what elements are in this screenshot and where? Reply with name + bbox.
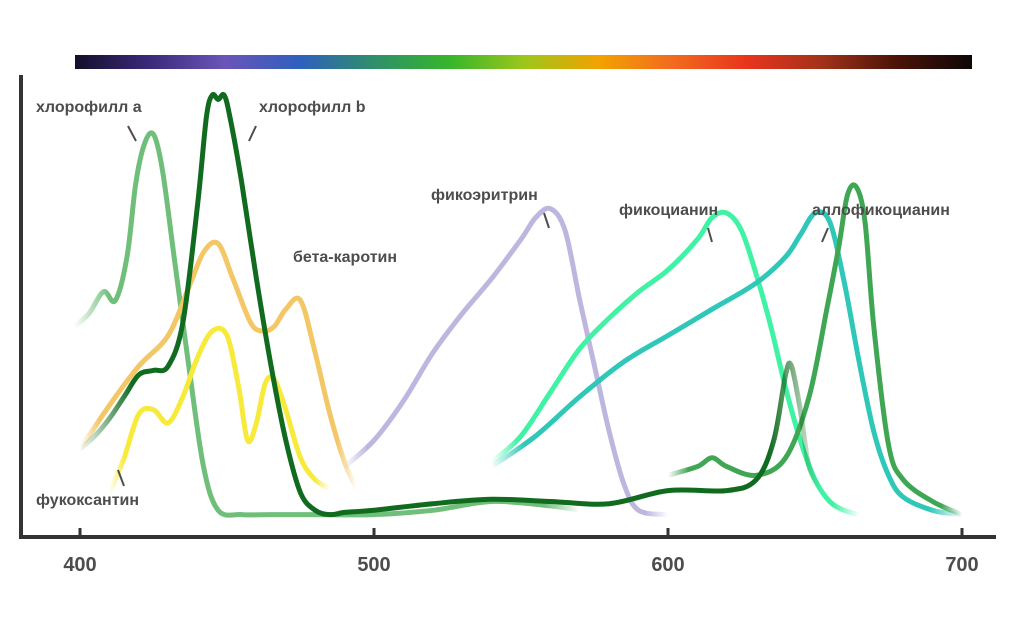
label-leader-line bbox=[821, 227, 829, 243]
series-label: фукоксантин bbox=[36, 492, 139, 509]
x-tick-label: 500 bbox=[357, 554, 390, 576]
series-line-7 bbox=[489, 209, 965, 518]
series-line-6 bbox=[489, 209, 862, 518]
series-curves bbox=[71, 91, 965, 518]
series-line-5 bbox=[342, 205, 671, 518]
x-tick-label: 400 bbox=[63, 554, 96, 576]
label-leader-line bbox=[707, 227, 713, 243]
x-tick-label: 700 bbox=[945, 554, 978, 576]
series-label: бета-каротин bbox=[293, 249, 397, 266]
label-leader-line bbox=[543, 212, 550, 229]
series-line-3 bbox=[77, 239, 359, 491]
x-axis-ticks: 400 500 600 700 bbox=[63, 528, 979, 576]
series-label: аллофикоцианин bbox=[812, 202, 950, 219]
series-line-1 bbox=[71, 130, 583, 518]
spectrum-bar bbox=[75, 55, 972, 69]
label-leader-line bbox=[127, 125, 137, 142]
series-label: хлорофилл b bbox=[259, 99, 366, 116]
series-label: фикоэритрин bbox=[431, 187, 538, 204]
series-line-2 bbox=[77, 91, 824, 518]
series-label: фикоцианин bbox=[619, 202, 718, 219]
series-label: хлорофилл a bbox=[36, 99, 142, 116]
label-leader-line bbox=[248, 125, 257, 142]
label-leader-line bbox=[117, 469, 125, 487]
series-line-8 bbox=[665, 182, 965, 518]
series-labels: хлорофилл a хлорофилл b бета-каротин фукокс… bbox=[36, 99, 950, 509]
series-line-4 bbox=[106, 325, 333, 496]
x-tick-label: 600 bbox=[651, 554, 684, 576]
